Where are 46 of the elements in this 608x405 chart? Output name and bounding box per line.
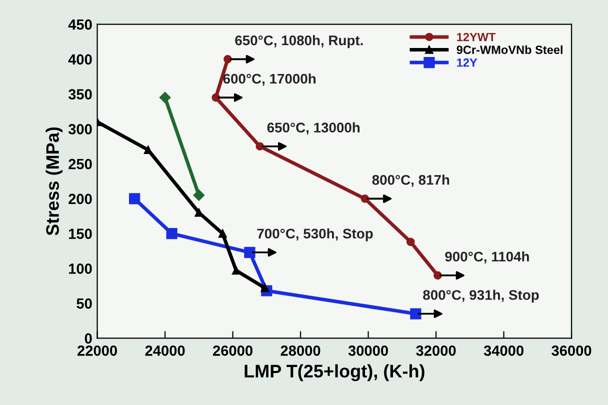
point — [218, 229, 227, 238]
point — [434, 271, 442, 280]
point — [193, 190, 205, 201]
x-tick-label: 22000 — [78, 346, 117, 356]
annotation: 600°C, 17000h — [223, 73, 316, 86]
annotation: 650°C, 13000h — [267, 122, 360, 135]
x-tick-label: 28000 — [280, 346, 320, 356]
y-tick-label: 100 — [69, 264, 92, 274]
annotation: 900°C, 1104h — [445, 251, 529, 264]
y-tick-label: 350 — [68, 89, 92, 100]
legend-label: 9Cr-WMoVNb Steel — [456, 45, 562, 54]
point — [128, 193, 140, 204]
point — [360, 194, 370, 203]
x-tick-label: 30000 — [348, 346, 388, 356]
y-tick-label: 200 — [68, 194, 92, 204]
x-tick-label: 36000 — [552, 346, 592, 356]
point — [406, 238, 415, 246]
y-tick-label: 300 — [68, 124, 92, 134]
y-axis-title: Stress (MPa) — [46, 127, 63, 236]
y-tick-label: 400 — [68, 54, 92, 65]
y-tick-label: 50 — [76, 298, 92, 309]
annotation: 700°C, 530h, Stop — [257, 228, 373, 242]
legend-label: 12Y — [457, 58, 478, 67]
annotation: 650°C, 1080h, Rupt. — [235, 35, 363, 48]
point — [224, 55, 232, 64]
y-tick-label: 150 — [69, 228, 92, 239]
y-tick-label: 450 — [68, 19, 92, 30]
legend-label: 12YWT — [457, 32, 496, 42]
point — [244, 246, 256, 258]
point — [410, 308, 422, 320]
point — [144, 146, 152, 154]
point — [256, 142, 264, 151]
x-tick-label: 32000 — [416, 346, 456, 356]
point — [212, 93, 220, 102]
x-axis-title: LMP T(25+logt), (K-h) — [244, 364, 424, 382]
point — [232, 266, 240, 275]
point — [166, 228, 178, 240]
y-tick-label: 0 — [84, 333, 92, 344]
y-tick-label: 250 — [68, 158, 92, 170]
point — [159, 92, 171, 104]
x-tick-label: 24000 — [145, 346, 185, 356]
x-tick-label: 26000 — [213, 346, 252, 356]
annotation: 800°C, 931h, Stop — [423, 290, 539, 303]
annotation: 800°C, 817h — [372, 174, 450, 187]
point — [260, 284, 270, 292]
x-tick-label: 34000 — [484, 346, 524, 356]
